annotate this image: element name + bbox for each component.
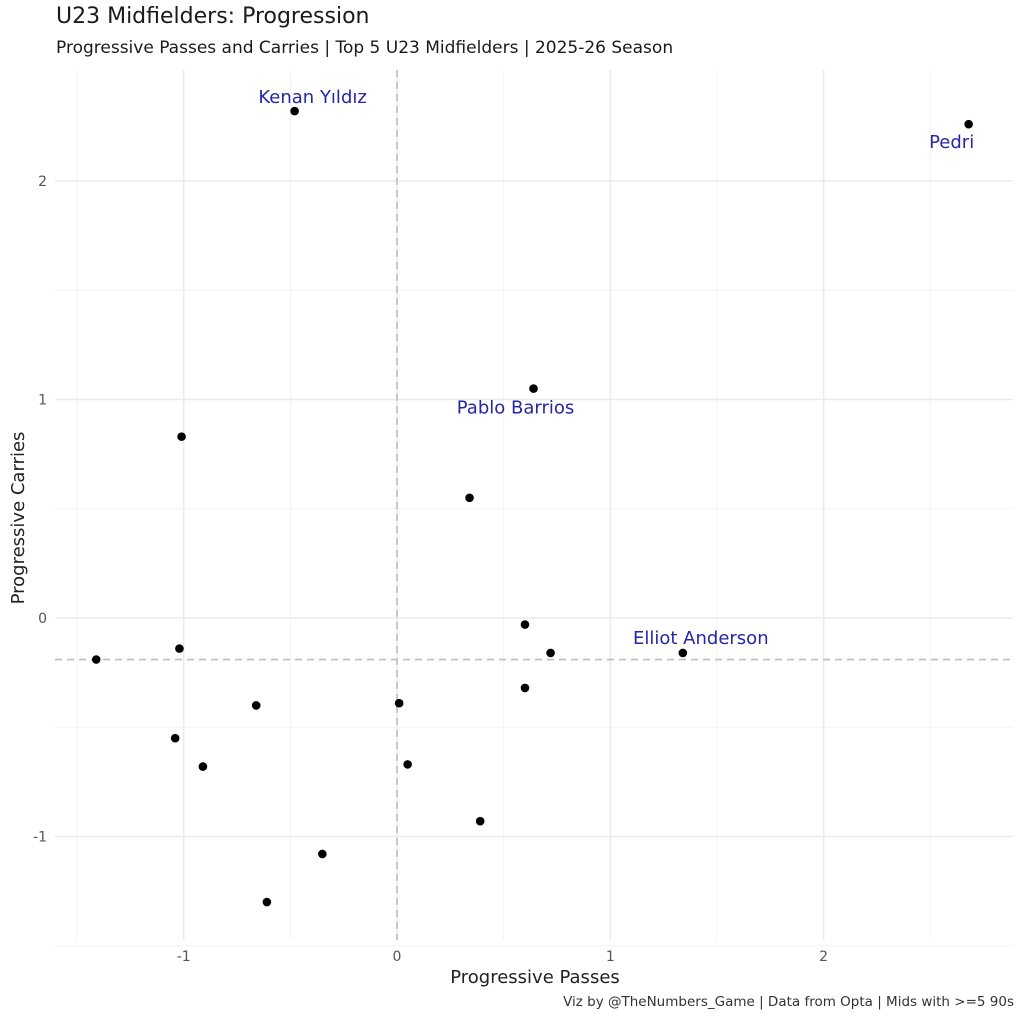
scatter-point bbox=[251, 701, 261, 710]
scatter-point bbox=[546, 648, 555, 658]
point-label: Pedri bbox=[929, 132, 974, 153]
x-tick-label: 1 bbox=[606, 949, 615, 965]
y-tick-label: -1 bbox=[33, 830, 47, 846]
point-label: Pablo Barrios bbox=[457, 398, 575, 419]
chart-title: U23 Midfielders: Progression bbox=[56, 4, 370, 29]
scatter-point bbox=[170, 733, 180, 743]
scatter-point bbox=[520, 620, 530, 629]
scatter-point bbox=[198, 762, 208, 771]
x-axis-ticks: -1 0 1 2 bbox=[177, 949, 828, 965]
y-axis-ticks: -1 0 1 2 bbox=[33, 174, 47, 846]
scatter-point bbox=[465, 493, 474, 503]
y-tick-label: 1 bbox=[38, 393, 47, 409]
scatter-point bbox=[91, 655, 101, 664]
scatter-point bbox=[394, 698, 404, 708]
scatter-point bbox=[520, 683, 530, 693]
point-label: Kenan Yıldız bbox=[258, 87, 366, 108]
scatter-point bbox=[964, 119, 973, 129]
point-labels: Kenan Yıldız Pedri Pablo Barrios Elliot And… bbox=[258, 87, 974, 649]
scatter-point bbox=[678, 648, 688, 658]
chart-subtitle: Progressive Passes and Carries | Top 5 U… bbox=[56, 38, 674, 58]
x-tick-label: 0 bbox=[393, 949, 402, 965]
data-points bbox=[91, 106, 973, 907]
x-tick-label: 2 bbox=[819, 949, 828, 965]
point-label: Elliot Anderson bbox=[633, 628, 769, 649]
reference-lines bbox=[55, 70, 1013, 940]
chart-caption: Viz by @TheNumbers_Game | Data from Opta… bbox=[563, 994, 1014, 1010]
scatter-point bbox=[403, 760, 412, 769]
scatter-point bbox=[475, 816, 485, 826]
scatter-point bbox=[290, 106, 299, 116]
y-tick-label: 0 bbox=[38, 611, 47, 627]
x-tick-label: -1 bbox=[177, 949, 191, 965]
scatter-point bbox=[529, 384, 538, 393]
scatter-point bbox=[177, 432, 186, 441]
x-axis-title: Progressive Passes bbox=[450, 967, 620, 988]
scatter-point bbox=[175, 644, 184, 653]
grid-major bbox=[55, 70, 1013, 940]
y-axis-title: Progressive Carries bbox=[8, 432, 29, 605]
y-tick-label: 2 bbox=[38, 174, 47, 190]
grid-minor bbox=[55, 70, 1013, 947]
scatter-point bbox=[262, 897, 272, 907]
scatter-point bbox=[318, 849, 327, 859]
